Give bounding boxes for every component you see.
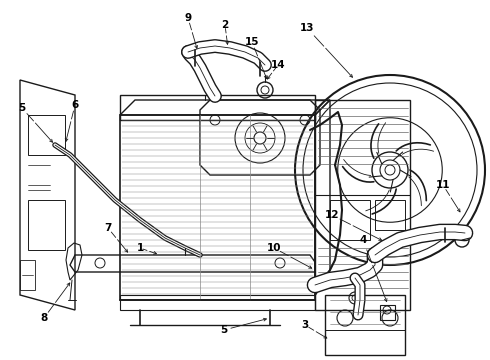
Text: 7: 7 [104, 223, 112, 233]
Bar [120, 95, 315, 120]
Text: 2: 2 [221, 20, 229, 30]
Text: 5: 5 [19, 103, 25, 113]
Bar [120, 115, 315, 300]
Text: 11: 11 [436, 180, 450, 190]
Text: 6: 6 [72, 100, 78, 110]
Text: 1: 1 [136, 243, 144, 253]
Text: 4: 4 [359, 235, 367, 245]
Bar [325, 295, 405, 355]
Text: 10: 10 [267, 243, 281, 253]
Text: 13: 13 [300, 23, 314, 33]
Text: 3: 3 [301, 320, 309, 330]
Text: 12: 12 [325, 210, 339, 220]
Text: 5: 5 [220, 325, 228, 335]
Text: 15: 15 [245, 37, 259, 47]
Text: 8: 8 [40, 313, 48, 323]
Text: 14: 14 [270, 60, 285, 70]
Text: 9: 9 [184, 13, 192, 23]
